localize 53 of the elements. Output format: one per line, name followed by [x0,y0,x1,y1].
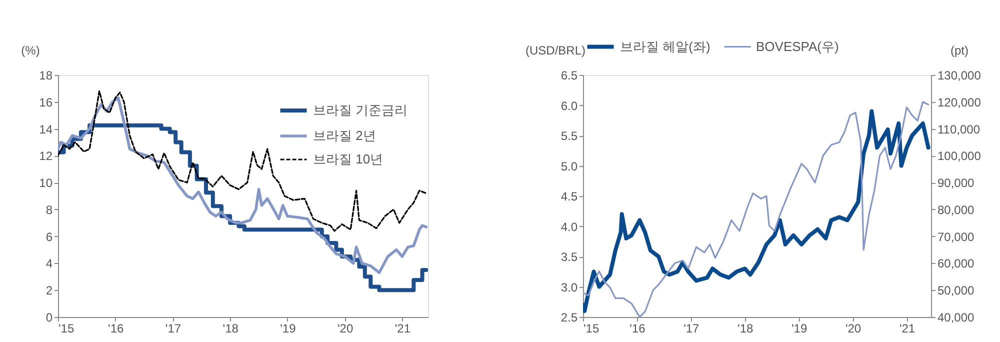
x-tick-label: '21 [899,322,916,336]
y-axis-title: (%) [21,44,40,58]
x-tick-label: '19 [280,322,296,336]
y2-tick-label: 100,000 [938,149,982,164]
y-tick-label: 12 [39,149,53,164]
y2-tick-label: 70,000 [938,230,975,244]
y2-tick-label: 80,000 [938,202,975,217]
legend-label: BOVESPA(우) [756,38,839,54]
y-tick-label: 3.0 [560,280,578,294]
y-tick-label: 16 [39,95,53,110]
legend-label: 브라질 10년 [313,152,384,166]
y-tick-label: 8 [46,202,53,217]
x-tick-label: '21 [394,322,411,336]
x-tick-label: '15 [58,322,74,336]
line-series [58,90,428,232]
y2-tick-label: 110,000 [938,122,980,136]
legend-label: 브라질 기준금리 [313,102,408,118]
y-tick-label: 6.5 [560,68,578,82]
y2-axis-title: (pt) [950,44,969,58]
x-tick-label: '20 [338,322,354,336]
x-tick-label: '17 [165,322,182,336]
y-tick-label: 5.5 [560,129,578,143]
y-tick-label: 3.5 [560,250,578,264]
y-tick-label: 4.5 [560,190,578,204]
x-tick-label: '16 [108,322,124,336]
y2-tick-label: 50,000 [938,284,975,298]
x-tick-label: '15 [584,322,600,336]
y-tick-label: 4.0 [560,220,578,234]
y2-tick-label: 90,000 [938,176,975,190]
x-tick-label: '19 [791,322,808,336]
y2-tick-label: 40,000 [938,310,975,324]
y2-tick-label: 120,000 [938,95,982,110]
y2-tick-label: 130,000 [938,68,982,82]
y-tick-label: 0 [46,310,53,324]
y-axis-title: (USD/BRL) [525,44,586,58]
y-tick-label: 2 [46,284,53,298]
legend-label: 브라질 2년 [313,128,376,143]
x-tick-label: '17 [684,322,700,336]
x-tick-label: '20 [845,322,862,336]
x-tick-label: '18 [738,322,754,336]
y-tick-label: 5.0 [560,159,578,174]
y-tick-label: 4 [46,256,53,271]
y-tick-label: 2.5 [560,310,578,324]
y-tick-label: 18 [39,68,53,82]
y-tick-label: 6.0 [560,98,578,113]
y-tick-label: 14 [39,122,53,136]
line-series [58,96,428,274]
y-tick-label: 10 [39,176,53,190]
y2-tick-label: 60,000 [938,256,975,271]
x-tick-label: '18 [222,322,239,336]
legend-label: 브라질 헤알(좌) [620,38,710,54]
x-tick-label: '16 [630,322,646,336]
y-tick-label: 6 [46,230,53,244]
